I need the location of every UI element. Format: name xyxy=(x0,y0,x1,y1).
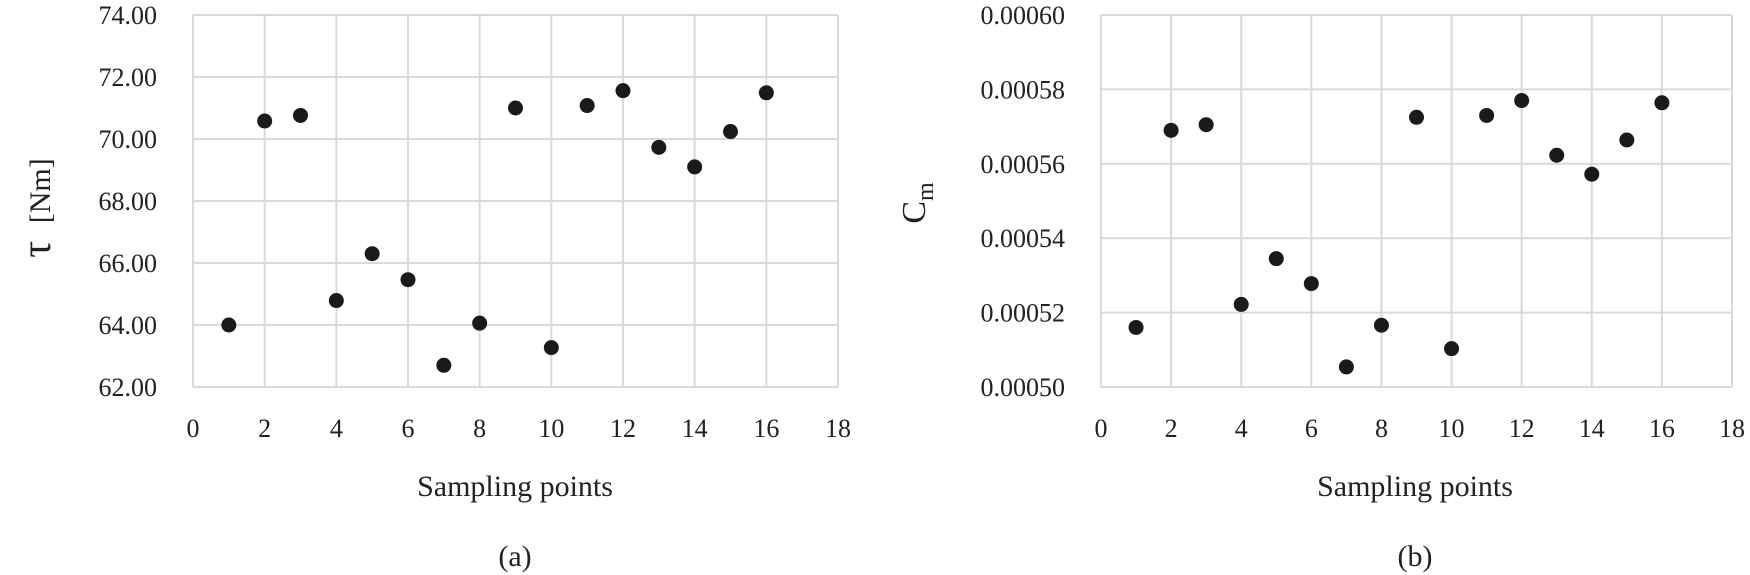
x-tick-label: 4 xyxy=(330,414,343,443)
y-ticks-a: 62.00 64.00 66.00 68.00 70.00 72.00 74.00 xyxy=(99,1,158,402)
data-point xyxy=(1128,319,1144,335)
y-tick-label: 74.00 xyxy=(99,1,158,30)
points-a xyxy=(221,83,774,373)
x-tick-label: 8 xyxy=(1375,414,1388,443)
data-point xyxy=(436,357,452,373)
data-point xyxy=(508,100,523,116)
data-point xyxy=(615,83,631,99)
data-point xyxy=(1338,359,1354,375)
y-ticks-b: 0.00050 0.00052 0.00054 0.00056 0.00058 0.000… xyxy=(981,1,1066,402)
y-tick-label: 0.00054 xyxy=(981,224,1066,253)
data-point xyxy=(1373,317,1389,333)
y-axis-symbol-a: τ xyxy=(14,241,60,258)
x-tick-label: 4 xyxy=(1235,414,1248,443)
x-ticks-a: 0 2 4 6 8 10 12 14 16 18 xyxy=(187,414,852,443)
y-tick-label: 0.00060 xyxy=(981,1,1066,30)
y-tick-label: 64.00 xyxy=(99,311,158,340)
y-tick-label: 0.00058 xyxy=(981,75,1066,104)
data-point xyxy=(1163,122,1179,138)
x-tick-label: 0 xyxy=(187,414,200,443)
grid-b xyxy=(1100,14,1733,388)
y-tick-label: 66.00 xyxy=(99,249,158,278)
points-b xyxy=(1128,93,1670,375)
data-point xyxy=(364,246,380,262)
data-point xyxy=(1409,109,1424,125)
data-point xyxy=(758,85,774,101)
data-point xyxy=(1268,251,1284,267)
y-tick-label: 68.00 xyxy=(99,187,158,216)
y-tick-label: 0.00052 xyxy=(981,299,1066,328)
x-axis-label-a: Sampling points xyxy=(417,470,613,503)
data-point xyxy=(1619,132,1635,148)
x-tick-label: 18 xyxy=(825,414,851,443)
data-point xyxy=(1198,117,1214,133)
y-tick-label: 0.00056 xyxy=(981,150,1066,179)
x-tick-label: 14 xyxy=(682,414,708,443)
y-axis-symbol-b: C xyxy=(896,201,933,224)
x-tick-label: 16 xyxy=(753,414,779,443)
grid-a xyxy=(192,14,839,388)
chart-panel-a: 62.00 64.00 66.00 68.00 70.00 72.00 74.00 0 2 4 6… xyxy=(14,1,851,573)
x-tick-label: 10 xyxy=(1439,414,1465,443)
data-point xyxy=(400,272,416,288)
x-tick-label: 6 xyxy=(1305,414,1318,443)
x-tick-label: 0 xyxy=(1095,414,1108,443)
x-axis-label-b: Sampling points xyxy=(1317,470,1513,503)
y-axis-subscript-b: m xyxy=(913,182,939,201)
data-point xyxy=(221,317,237,333)
panel-label-a: (a) xyxy=(498,540,531,573)
x-tick-label: 10 xyxy=(538,414,564,443)
y-tick-label: 0.00050 xyxy=(981,373,1066,402)
data-point xyxy=(1444,341,1460,357)
data-point xyxy=(579,98,595,114)
panel-label-b: (b) xyxy=(1398,540,1433,573)
x-tick-label: 8 xyxy=(473,414,486,443)
data-point xyxy=(472,315,488,331)
data-point xyxy=(293,107,308,123)
y-axis-label-b: Cm xyxy=(896,182,939,224)
x-tick-label: 16 xyxy=(1649,414,1675,443)
y-axis-label-a: τ [Nm] xyxy=(14,158,60,257)
x-tick-label: 2 xyxy=(1165,414,1178,443)
data-point xyxy=(1303,276,1319,292)
data-point xyxy=(687,159,703,175)
x-ticks-b: 0 2 4 6 8 10 12 14 16 18 xyxy=(1095,414,1746,443)
y-tick-label: 70.00 xyxy=(99,125,158,154)
x-tick-label: 12 xyxy=(1509,414,1535,443)
data-point xyxy=(543,340,559,356)
y-tick-label: 62.00 xyxy=(99,373,158,402)
data-point xyxy=(1654,95,1670,111)
x-tick-label: 14 xyxy=(1579,414,1605,443)
y-tick-label: 72.00 xyxy=(99,63,158,92)
data-point xyxy=(257,113,273,129)
data-point xyxy=(651,139,667,155)
data-point xyxy=(328,293,344,309)
x-tick-label: 18 xyxy=(1719,414,1745,443)
svg-text:τ [Nm]: τ [Nm] xyxy=(14,158,60,257)
data-point xyxy=(723,124,738,140)
y-axis-unit-a: [Nm] xyxy=(24,158,57,223)
data-point xyxy=(1479,107,1495,123)
chart-panel-b: 0.00050 0.00052 0.00054 0.00056 0.00058 0.000… xyxy=(896,1,1745,573)
x-tick-label: 12 xyxy=(610,414,636,443)
x-tick-label: 6 xyxy=(402,414,415,443)
x-tick-label: 2 xyxy=(258,414,271,443)
data-point xyxy=(1584,166,1600,182)
data-point xyxy=(1514,93,1530,109)
data-point xyxy=(1549,147,1565,163)
svg-text:Cm: Cm xyxy=(896,182,939,224)
data-point xyxy=(1233,296,1249,312)
